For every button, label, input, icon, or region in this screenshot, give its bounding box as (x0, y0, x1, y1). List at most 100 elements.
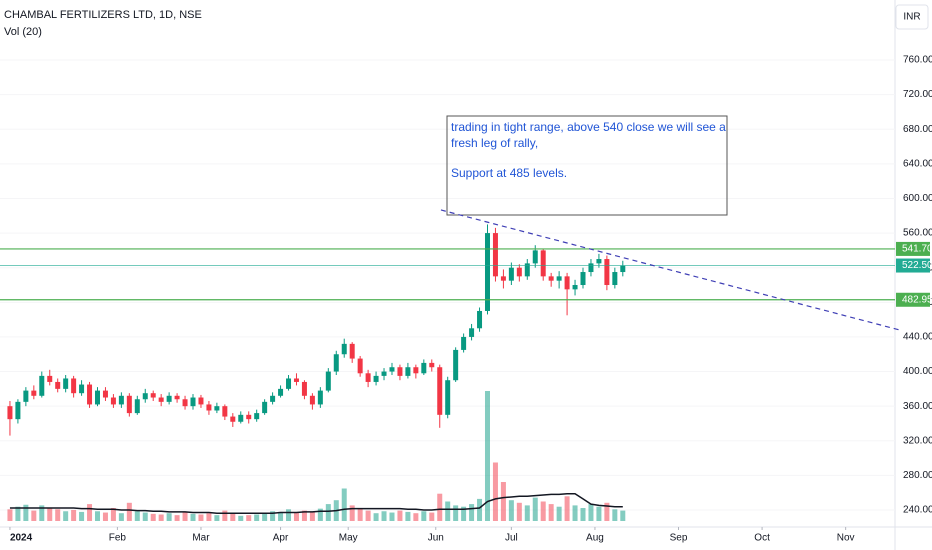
candle-body (198, 397, 204, 405)
volume-bar (174, 515, 180, 521)
volume-bar (47, 508, 53, 521)
candle-body (270, 395, 276, 402)
volume-bar (540, 501, 546, 521)
candle-body (102, 390, 108, 398)
x-tick-label: Jun (428, 533, 444, 544)
volume-bar (564, 496, 570, 521)
candle-body (309, 395, 315, 405)
volume-bar (445, 501, 451, 521)
level-label: 482.95 (902, 294, 932, 305)
volume-bar (230, 512, 236, 521)
candle-body (246, 414, 252, 420)
candle-body (134, 399, 140, 414)
candle-body (182, 399, 188, 407)
volume-bar (453, 505, 459, 521)
y-tick-label: 360.00 (903, 401, 932, 412)
volume-bar (246, 515, 252, 521)
volume-bar (469, 504, 475, 521)
candle-body (254, 413, 260, 420)
volume-bar (110, 508, 116, 521)
candle-body (421, 362, 427, 374)
candle-body (325, 371, 331, 391)
candle-body (222, 406, 228, 417)
volume-bar (532, 497, 538, 521)
candle-body (572, 285, 578, 290)
volume-bar (461, 506, 467, 521)
volume-bar (341, 488, 347, 521)
volume-ma-line (9, 492, 623, 514)
volume-bar (492, 462, 498, 521)
candle-body (604, 259, 610, 286)
volume-bar (349, 505, 355, 521)
volume-bar (421, 511, 427, 521)
volume-bar (373, 513, 379, 521)
volume-bar (484, 391, 490, 521)
candle-body (286, 378, 292, 389)
volume-bar (500, 482, 506, 521)
volume-bar (94, 511, 100, 521)
volume-bar (182, 511, 188, 521)
candle-body (341, 343, 347, 355)
currency-box[interactable] (895, 4, 929, 30)
level-label-box (896, 241, 930, 256)
candle-body (262, 401, 268, 414)
y-tick-label: 400.00 (903, 366, 932, 377)
candle-body (389, 367, 395, 372)
volume-bar (23, 504, 29, 521)
volume-bar (612, 509, 618, 521)
candle-body (166, 395, 172, 402)
x-tick-label: Apr (273, 533, 289, 544)
volume-bar (79, 511, 85, 521)
x-tick-label: May (339, 533, 358, 544)
candle-body (564, 276, 570, 290)
candle-body (230, 416, 236, 422)
volume-bar (262, 513, 268, 521)
volume-bar (214, 515, 220, 521)
candle-body (556, 276, 562, 281)
y-tick-label: 600.00 (903, 193, 932, 204)
volume-bar (150, 513, 156, 521)
candle-body (469, 328, 475, 337)
candle-body (47, 375, 53, 382)
x-tick-label: Oct (754, 533, 770, 544)
x-tick-label: Mar (192, 533, 210, 544)
volume-bar (548, 504, 554, 521)
volume-bar (437, 493, 443, 521)
candle-body (94, 390, 100, 405)
volume-bar (556, 506, 562, 521)
volume-bar (126, 502, 132, 521)
volume-bar (7, 509, 13, 521)
volume-bar (572, 505, 578, 521)
x-tick-label: Nov (837, 533, 855, 544)
annotation-text: trading in tight range, above 540 close … (451, 120, 726, 134)
volume-bar (405, 511, 411, 521)
candle-body (55, 381, 61, 389)
x-tick-label: Sep (670, 533, 688, 544)
x-tick-label: Jul (505, 533, 518, 544)
candle-body (508, 267, 514, 281)
volume-bar (429, 512, 435, 521)
y-tick-label: 320.00 (903, 435, 932, 446)
candle-body (381, 371, 387, 376)
volume-bar (198, 514, 204, 521)
volume-bar (270, 511, 276, 521)
y-tick-label: 440.00 (903, 332, 932, 343)
candle-body (484, 233, 490, 311)
candle-body (190, 397, 196, 407)
candle-body (548, 276, 554, 281)
candle-body (293, 378, 299, 382)
candle-body (397, 367, 403, 376)
volume-bar (325, 504, 331, 521)
level-label-box (896, 258, 930, 273)
level-label-box (896, 292, 930, 307)
volume-bar (142, 512, 148, 521)
candle-body (39, 375, 45, 396)
volume-bar (102, 512, 108, 521)
volume-bar (190, 513, 196, 521)
candle-body (580, 272, 586, 286)
candle-body (516, 267, 522, 277)
volume-bar (508, 500, 514, 521)
currency: INR (903, 12, 920, 23)
candle-body (23, 390, 29, 402)
candle-body (437, 367, 443, 415)
